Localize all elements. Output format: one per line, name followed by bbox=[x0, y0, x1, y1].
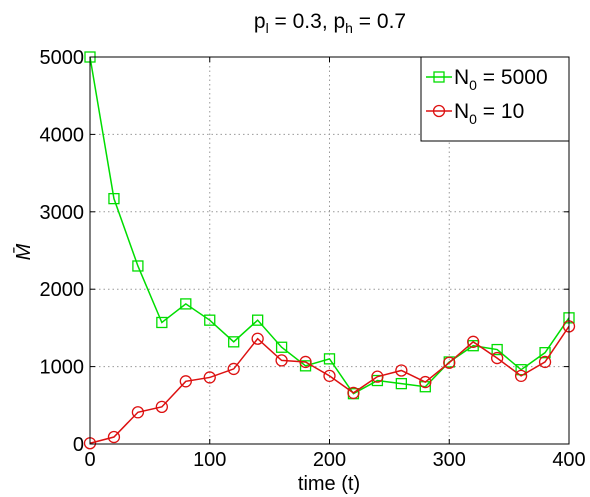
legend-entry: N0 = 10 bbox=[426, 100, 524, 127]
data-point bbox=[371, 370, 384, 383]
legend: N0 = 5000 N0 = 10 bbox=[420, 56, 570, 142]
legend-entry: N0 = 5000 bbox=[426, 66, 548, 93]
data-point bbox=[323, 369, 336, 383]
series-line bbox=[89, 325, 570, 444]
x-axis-label: time (t) bbox=[298, 473, 360, 495]
data-point bbox=[204, 314, 216, 326]
series-line bbox=[89, 56, 570, 395]
x-tick-label: 400 bbox=[552, 449, 585, 471]
data-point bbox=[275, 341, 288, 353]
x-tick-label: 300 bbox=[433, 449, 466, 471]
y-tick-label: 5000 bbox=[40, 47, 85, 69]
data-point bbox=[514, 369, 528, 383]
data-point bbox=[275, 354, 288, 367]
data-point bbox=[156, 316, 168, 329]
x-tick-label: 200 bbox=[313, 449, 346, 471]
data-point bbox=[203, 371, 216, 384]
data-point bbox=[491, 343, 503, 356]
x-tick-label: 0 bbox=[84, 449, 95, 471]
series-2 bbox=[83, 320, 576, 450]
data-point bbox=[299, 355, 312, 369]
data-point bbox=[132, 260, 144, 272]
data-point bbox=[515, 364, 527, 376]
y-tick-label: 2000 bbox=[40, 279, 85, 301]
data-point bbox=[131, 406, 145, 419]
chart-title: pl = 0.3, ph = 0.7 bbox=[254, 10, 406, 36]
legend-marker bbox=[432, 104, 446, 118]
y-tick-label: 4000 bbox=[40, 124, 85, 146]
x-tick-label: 100 bbox=[193, 449, 226, 471]
legend-box bbox=[420, 56, 570, 142]
data-point bbox=[347, 386, 360, 400]
data-point bbox=[467, 335, 480, 348]
legend-label: N0 = 5000 bbox=[454, 66, 548, 93]
data-point bbox=[180, 298, 192, 310]
y-tick-label: 0 bbox=[73, 434, 84, 456]
data-point bbox=[251, 314, 264, 326]
data-point bbox=[443, 356, 456, 369]
series-layer bbox=[83, 51, 576, 450]
data-point bbox=[395, 377, 408, 390]
legend-marker bbox=[433, 71, 445, 83]
data-point bbox=[490, 351, 504, 365]
data-point bbox=[251, 332, 264, 345]
y-tick-label: 1000 bbox=[40, 357, 85, 379]
y-tick-label: 3000 bbox=[40, 202, 85, 224]
data-point bbox=[108, 192, 120, 205]
data-point bbox=[419, 375, 432, 389]
data-point bbox=[228, 336, 240, 348]
data-point bbox=[323, 353, 336, 365]
data-point bbox=[227, 362, 240, 376]
data-point bbox=[299, 360, 312, 372]
data-point bbox=[395, 364, 408, 377]
data-point bbox=[539, 347, 551, 359]
y-axis-label: M̄ bbox=[12, 243, 35, 260]
data-point bbox=[179, 375, 192, 388]
data-point bbox=[107, 430, 121, 444]
series-1 bbox=[84, 51, 575, 400]
data-point bbox=[155, 400, 169, 413]
legend-label: N0 = 10 bbox=[454, 100, 524, 127]
data-point bbox=[538, 355, 552, 369]
legend-entries: N0 = 5000 N0 = 10 bbox=[426, 66, 548, 127]
